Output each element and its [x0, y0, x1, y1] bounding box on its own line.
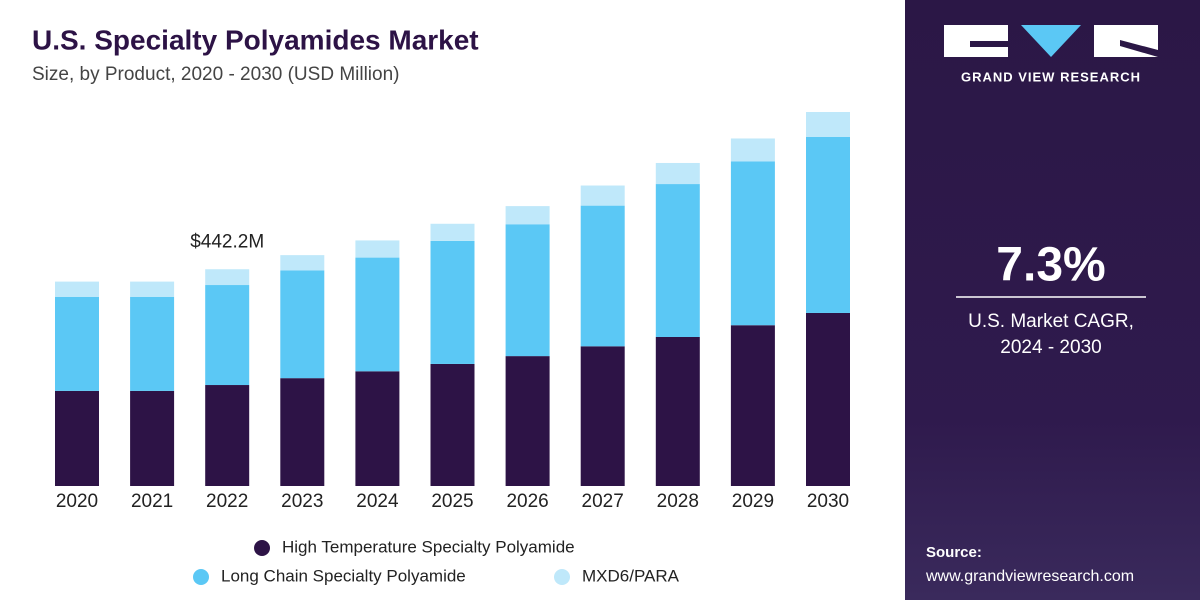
x-tick-label: 2026 [506, 491, 548, 512]
legend-marker [554, 569, 570, 585]
chart-subtitle: Size, by Product, 2020 - 2030 (USD Milli… [32, 64, 400, 85]
cagr-label: 2024 - 2030 [1000, 337, 1101, 358]
bar-segment [730, 325, 775, 486]
bar-segment [55, 296, 99, 391]
bar-segment [580, 185, 625, 206]
legend-label: High Temperature Specialty Polyamide [282, 537, 575, 556]
bar-segment [655, 336, 700, 486]
bar-segment [580, 205, 625, 347]
cagr-value: 7.3% [996, 239, 1105, 292]
bar-segment [580, 346, 625, 486]
x-tick-label: 2027 [582, 491, 624, 512]
bar-segment [280, 255, 325, 271]
bar-segment [205, 385, 250, 486]
bar-segment [430, 240, 475, 364]
x-tick-label: 2022 [206, 491, 248, 512]
bar-segment [205, 285, 250, 386]
bar-segment [730, 138, 775, 162]
bar-segment [130, 390, 175, 486]
bar-segment [505, 224, 550, 357]
bar-segment [130, 296, 175, 391]
bar-segment [655, 162, 700, 185]
logo-mark [1021, 25, 1081, 57]
chart-title: U.S. Specialty Polyamides Market [32, 24, 479, 55]
bar-segment [130, 281, 175, 297]
x-tick-label: 2023 [281, 491, 323, 512]
source-label: Source: [926, 544, 982, 561]
legend-marker [193, 569, 209, 585]
logo-mark [970, 41, 1008, 47]
annotation: $442.2M [190, 231, 264, 252]
brand-name: GRAND VIEW RESEARCH [961, 69, 1141, 84]
bar-segment [280, 378, 325, 486]
bar-segment [205, 269, 250, 286]
bar-segment [730, 161, 775, 326]
x-tick-label: 2024 [356, 491, 399, 512]
bar-segment [55, 390, 99, 486]
bar-segment [280, 270, 325, 379]
bar-segment [806, 312, 850, 486]
cagr-label: U.S. Market CAGR, [968, 311, 1134, 332]
legend-marker [254, 540, 270, 556]
side-panel [905, 0, 1200, 600]
logo [944, 25, 1158, 57]
bar-segment [355, 371, 400, 486]
bar-segment [355, 257, 400, 372]
bar-segment [806, 112, 850, 137]
bar-segment [505, 206, 550, 225]
x-tick-label: 2021 [131, 491, 173, 512]
x-tick-label: 2020 [56, 491, 98, 512]
x-tick-label: 2030 [807, 491, 849, 512]
bar-segment [430, 363, 475, 486]
x-tick-label: 2029 [732, 491, 774, 512]
bar-segment [505, 356, 550, 486]
bar-segment [355, 240, 400, 258]
x-tick-label: 2028 [657, 491, 699, 512]
x-tick-label: 2025 [431, 491, 473, 512]
legend-label: Long Chain Specialty Polyamide [221, 566, 466, 585]
legend-label: MXD6/PARA [582, 566, 680, 585]
bar-segment [430, 223, 475, 241]
logo-mark [1120, 40, 1158, 57]
bar-segment [55, 281, 99, 297]
bar-segment [806, 136, 850, 313]
bar-segment [655, 184, 700, 337]
source-url: www.grandviewresearch.com [925, 568, 1134, 585]
